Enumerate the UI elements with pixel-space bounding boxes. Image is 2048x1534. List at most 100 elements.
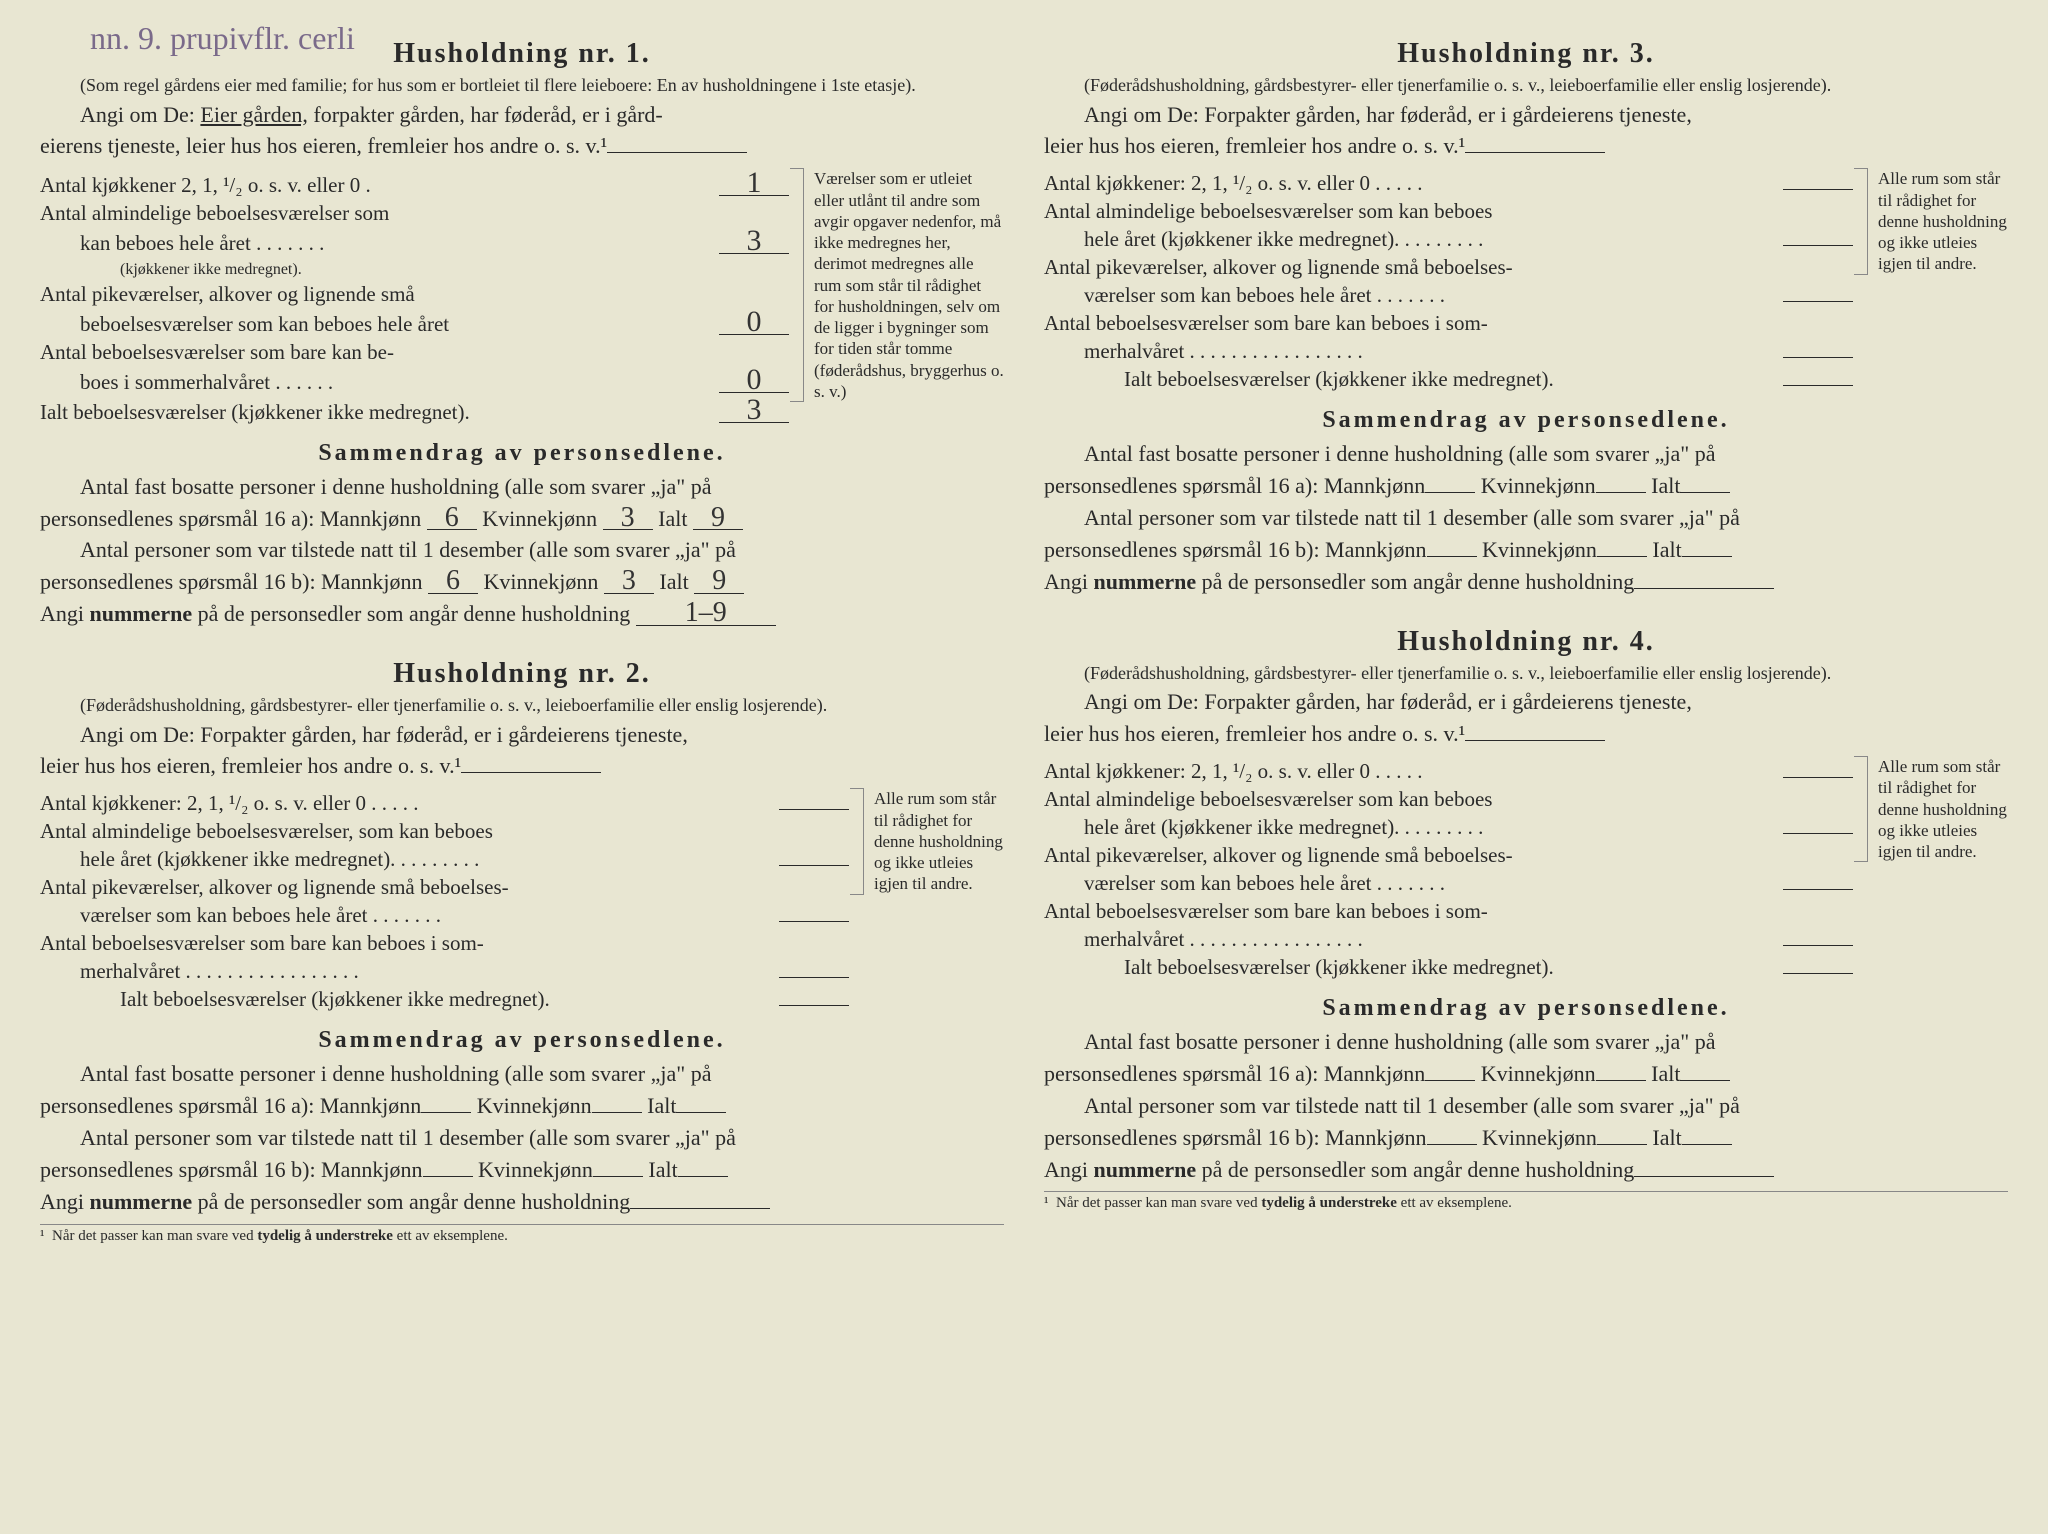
angi-line2-text: leier hus hos eieren, fremleier hos andr…	[1044, 133, 1465, 158]
sam3-line1a: Antal fast bosatte personer i denne hush…	[1044, 438, 2008, 470]
sam-end: Ialt	[658, 506, 687, 531]
sam-end2: Ialt	[1652, 537, 1681, 562]
sam-end: Ialt	[647, 1093, 676, 1118]
sam-i2	[678, 1176, 728, 1177]
q4b-label: merhalvåret . . . . . . . . . . . . . . …	[1084, 927, 1783, 952]
household-1-subtitle: (Som regel gårdens eier med familie; for…	[40, 74, 1004, 97]
angi-line2-text: leier hus hos eieren, fremleier hos andr…	[40, 753, 461, 778]
q1-value: 1	[719, 171, 789, 196]
sam-k2	[593, 1176, 643, 1177]
angi-pre: Angi om De:	[80, 102, 200, 127]
q1-label: Antal kjøkkener: 2, 1, ¹/₂ o. s. v. elle…	[1044, 171, 1783, 196]
q2-value	[1783, 245, 1853, 246]
q2b-label: kan beboes hele året . . . . . . .	[80, 229, 719, 257]
household-3-subtitle: (Føderådshusholdning, gårdsbestyrer- ell…	[1044, 74, 2008, 97]
sam-m1	[421, 1112, 471, 1113]
household-4-sammendrag-title: Sammendrag av personsedlene.	[1044, 995, 2008, 1022]
sam-pre: personsedlenes spørsmål 16 a): Mannkjønn	[40, 1093, 421, 1118]
q5-label: Ialt beboelsesværelser (kjøkkener ikke m…	[40, 400, 719, 425]
questions-block: Antal kjøkkener: 2, 1, ¹/₂ o. s. v. elle…	[40, 788, 849, 1015]
sam1-line2a: Antal personer som var tilstede natt til…	[40, 534, 1004, 566]
sam-pre2: personsedlenes spørsmål 16 b): Mannkjønn	[40, 569, 423, 594]
sam-m2: 6	[428, 570, 478, 593]
sam-l3: Angi nummerne på de personsedler som ang…	[40, 1189, 630, 1214]
q2a-label: Antal almindelige beboelsesværelser som …	[1044, 787, 1853, 812]
sam2-line2b: personsedlenes spørsmål 16 b): Mannkjønn…	[40, 1154, 1004, 1186]
q1-label: Antal kjøkkener: 2, 1, ¹/₂ o. s. v. elle…	[40, 791, 779, 816]
q3a-label: Antal pikeværelser, alkover og lignende …	[1044, 843, 1853, 868]
q3-value: 0	[719, 310, 789, 335]
angi-blank	[1465, 152, 1605, 153]
sam-m2	[1427, 1144, 1477, 1145]
q2-note: (kjøkkener ikke medregnet).	[120, 261, 789, 279]
sam-k1	[592, 1112, 642, 1113]
q5-label: Ialt beboelsesværelser (kjøkkener ikke m…	[120, 987, 779, 1012]
q3-value	[1783, 301, 1853, 302]
q4b-label: merhalvåret . . . . . . . . . . . . . . …	[1084, 339, 1783, 364]
household-1-angi-line2: eierens tjeneste, leier hus hos eieren, …	[40, 130, 1004, 162]
q-kjokkener: Antal kjøkkener: 2, 1, ¹/₂ o. s. v. elle…	[1044, 171, 1853, 196]
sam-mid2: Kvinnekjønn	[1482, 1125, 1597, 1150]
q4a: Antal beboelsesværelser som bare kan beb…	[1044, 899, 1853, 924]
angi-line2-text: eierens tjeneste, leier hus hos eieren, …	[40, 133, 607, 158]
q4a: Antal beboelsesværelser som bare kan beb…	[40, 931, 849, 956]
q2-value: 3	[719, 229, 789, 254]
q4b-label: merhalvåret . . . . . . . . . . . . . . …	[80, 959, 779, 984]
q3b: værelser som kan beboes hele året . . . …	[1044, 283, 1853, 308]
household-4-sidenote: Alle rum som står til rådighet for denne…	[1867, 756, 2008, 862]
household-2-sammendrag-title: Sammendrag av personsedlene.	[40, 1027, 1004, 1054]
sam-l3v: 1–9	[636, 602, 776, 625]
household-2: Husholdning nr. 2. (Føderådshusholdning,…	[40, 650, 1004, 1245]
sam3-line3: Angi nummerne på de personsedler som ang…	[1044, 566, 2008, 598]
q1-value	[1783, 189, 1853, 190]
questions-block: Antal kjøkkener: 2, 1, ¹/₂ o. s. v. elle…	[1044, 168, 1853, 395]
household-2-questions: Antal kjøkkener: 2, 1, ¹/₂ o. s. v. elle…	[40, 788, 1004, 1015]
q1-label: Antal kjøkkener: 2, 1, ¹/₂ o. s. v. elle…	[1044, 759, 1783, 784]
q3a: Antal pikeværelser, alkover og lignende …	[1044, 255, 1853, 280]
q3b-label: værelser som kan beboes hele året . . . …	[1084, 283, 1783, 308]
sam-mid: Kvinnekjønn	[482, 506, 597, 531]
sam-m2	[1427, 556, 1477, 557]
q4b-label: boes i sommerhalvåret . . . . . .	[80, 370, 719, 395]
q3b-label: værelser som kan beboes hele året . . . …	[1084, 871, 1783, 896]
q1-value	[779, 809, 849, 810]
sam4-line1b: personsedlenes spørsmål 16 a): Mannkjønn…	[1044, 1058, 2008, 1090]
q3a: Antal pikeværelser, alkover og lignende …	[40, 875, 849, 900]
household-2-angi: Angi om De: Forpakter gården, har føderå…	[40, 719, 1004, 751]
q4-value	[779, 977, 849, 978]
household-3-angi: Angi om De: Forpakter gården, har føderå…	[1044, 99, 2008, 131]
sam-i1: 9	[693, 507, 743, 530]
questions-block: Antal kjøkkener 2, 1, ¹/₂ o. s. v. eller…	[40, 168, 789, 427]
right-column: Husholdning nr. 3. (Føderådshusholdning,…	[1044, 30, 2008, 1504]
household-3-title: Husholdning nr. 3.	[1044, 38, 2008, 70]
q3-value	[1783, 889, 1853, 890]
sam-mid: Kvinnekjønn	[1481, 473, 1596, 498]
household-4: Husholdning nr. 4. (Føderådshusholdning,…	[1044, 618, 2008, 1213]
sam-m1	[1425, 1080, 1475, 1081]
q4-value	[1783, 357, 1853, 358]
household-1-angi: Angi om De: Eier gården, forpakter gårde…	[40, 99, 1004, 131]
q2-value	[1783, 833, 1853, 834]
sam-k1	[1596, 492, 1646, 493]
handwriting-annotation: nn. 9. prupivflr. cerli	[90, 20, 355, 57]
sam-i1	[1680, 492, 1730, 493]
sam-pre: personsedlenes spørsmål 16 a): Mannkjønn	[40, 506, 421, 531]
q3a-label: Antal pikeværelser, alkover og lignende …	[40, 282, 789, 307]
q3a-label: Antal pikeværelser, alkover og lignende …	[40, 875, 849, 900]
sam-mid: Kvinnekjønn	[477, 1093, 592, 1118]
q1-value	[1783, 777, 1853, 778]
q1-label: Antal kjøkkener 2, 1, ¹/₂ o. s. v. eller…	[40, 173, 719, 198]
q-ialt: Ialt beboelsesværelser (kjøkkener ikke m…	[40, 398, 789, 425]
sam-mid2: Kvinnekjønn	[1482, 537, 1597, 562]
q4b: merhalvåret . . . . . . . . . . . . . . …	[40, 959, 849, 984]
sam-m2	[423, 1176, 473, 1177]
sam-mid2: Kvinnekjønn	[478, 1157, 593, 1182]
q-almindelige-a: Antal almindelige beboelsesværelser som	[40, 201, 789, 226]
q2a: Antal almindelige beboelsesværelser, som…	[40, 819, 849, 844]
angi-underlined: Eier gården,	[200, 102, 308, 127]
q5-value	[779, 1005, 849, 1006]
q3-value	[779, 921, 849, 922]
sam-end: Ialt	[1651, 1061, 1680, 1086]
household-4-angi-line2: leier hus hos eieren, fremleier hos andr…	[1044, 718, 2008, 750]
sam-k2	[1597, 556, 1647, 557]
